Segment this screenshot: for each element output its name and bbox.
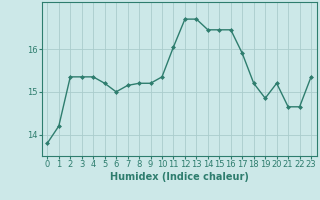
- X-axis label: Humidex (Indice chaleur): Humidex (Indice chaleur): [110, 172, 249, 182]
